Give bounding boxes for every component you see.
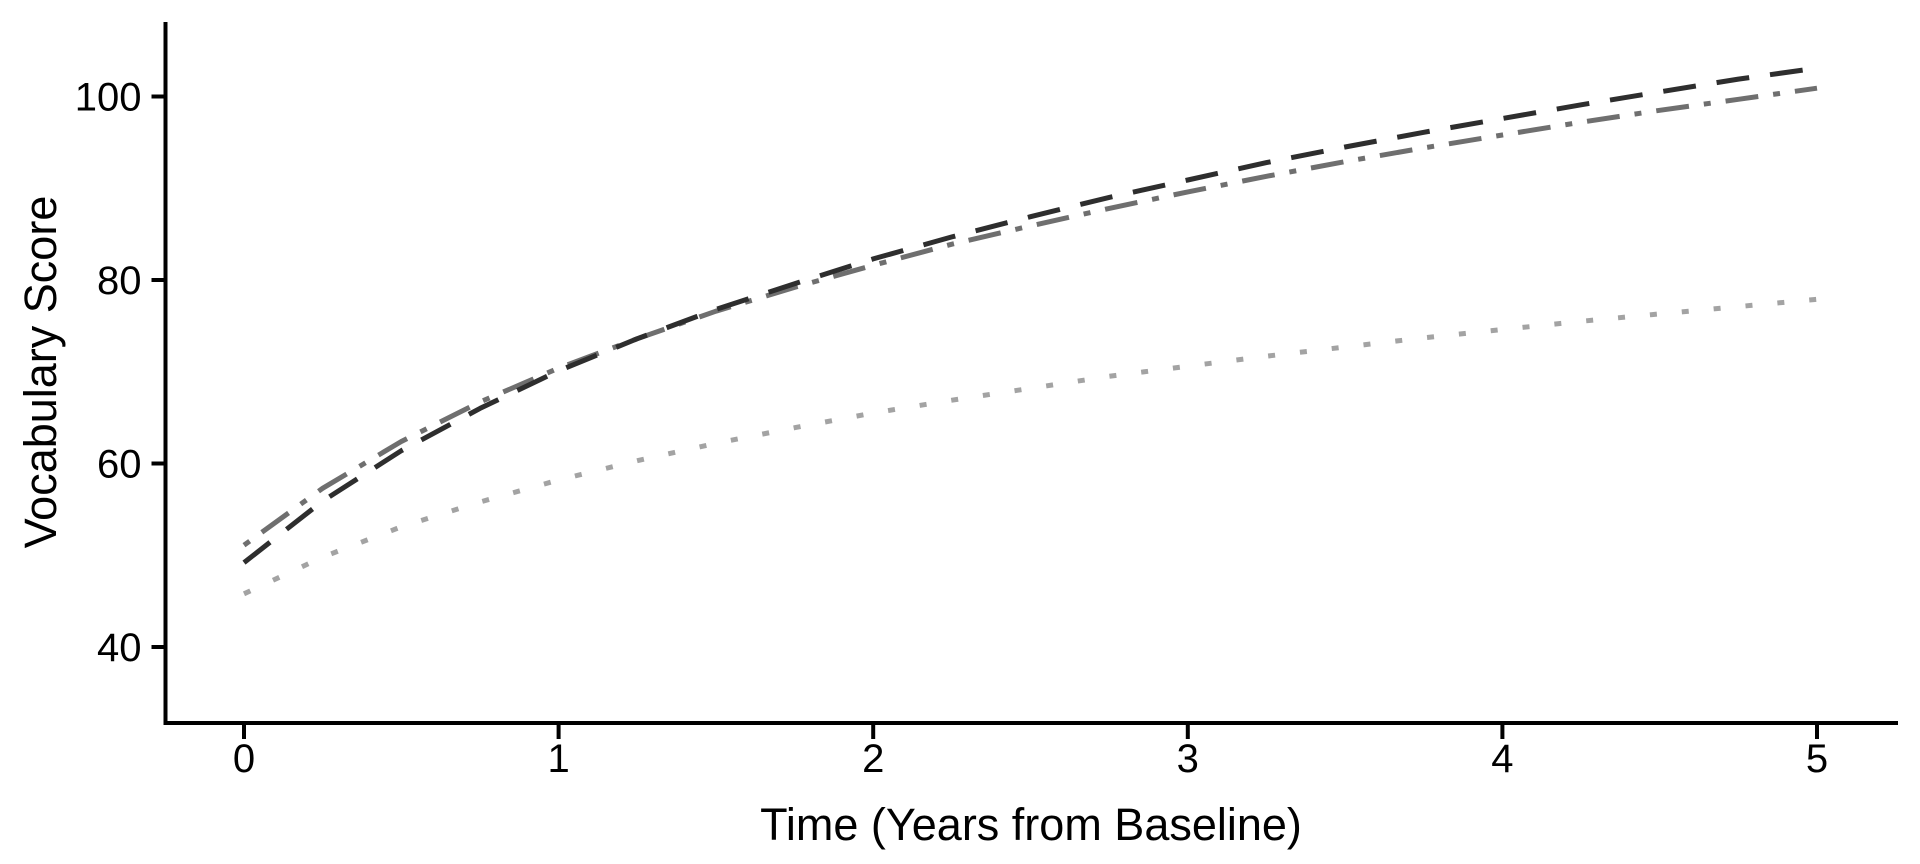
x-tick-label: 3 (1177, 737, 1199, 781)
x-tick-label: 2 (862, 737, 884, 781)
dashed-dark-line (242, 65, 1818, 565)
y-tick-label: 80 (97, 259, 142, 303)
series-layer (242, 65, 1818, 597)
axes-layer: 40 60 80 100 0 1 2 3 4 5 (75, 22, 1898, 781)
x-axis-title: Time (Years from Baseline) (760, 799, 1302, 850)
dotted-light-gray-line (242, 296, 1818, 597)
y-axis-title: Vocabulary Score (15, 196, 66, 549)
y-tick-label: 100 (75, 76, 142, 120)
y-tick-label: 40 (97, 626, 142, 670)
x-tick-label: 1 (547, 737, 569, 781)
y-tick-label: 60 (97, 443, 142, 487)
x-tick-label: 4 (1491, 737, 1513, 781)
dot-dash-gray-line (242, 85, 1818, 548)
x-tick-label: 0 (233, 737, 255, 781)
x-tick-label: 5 (1806, 737, 1828, 781)
